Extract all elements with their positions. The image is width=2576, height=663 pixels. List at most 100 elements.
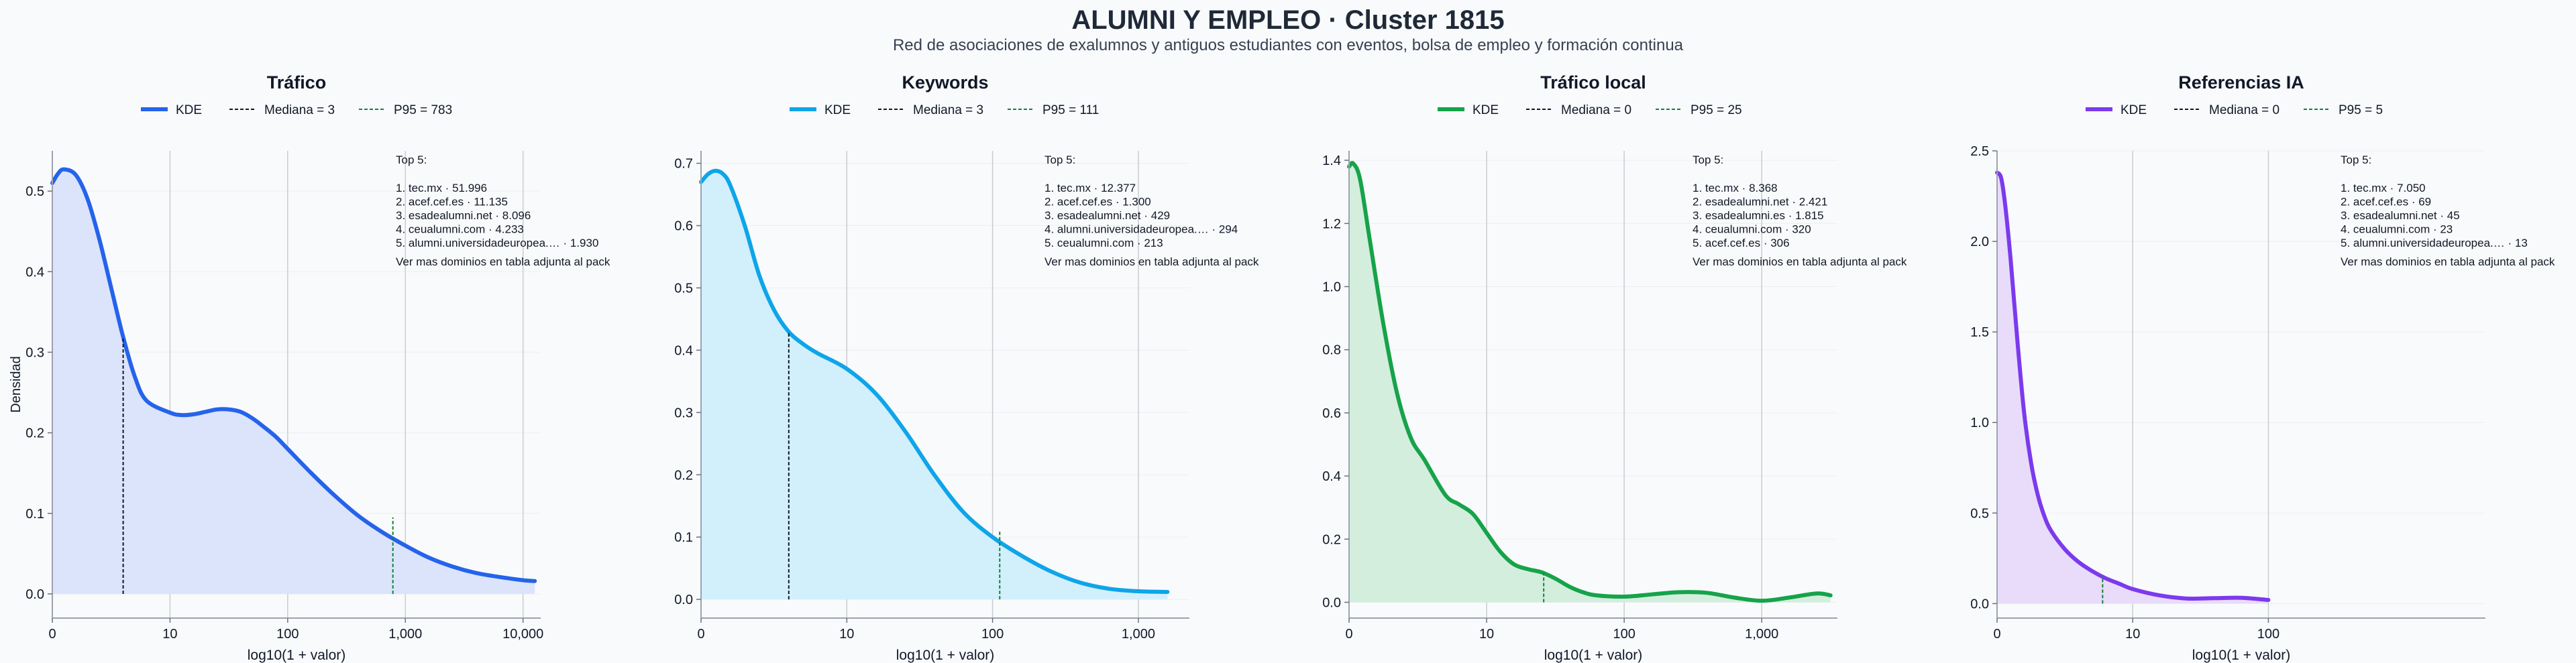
top5-header: Top 5: — [396, 154, 427, 166]
x-tick-label: 10 — [162, 627, 177, 642]
y-tick-label: 0.0 — [1970, 597, 1989, 611]
x-tick-label: 100 — [981, 627, 1004, 642]
y-tick-label: 2.5 — [1970, 144, 1989, 159]
top5-item: 1. tec.mx · 8.368 — [1693, 182, 1778, 194]
legend-kde-label: KDE — [824, 103, 851, 117]
top5-item: 3. esadealumni.net · 429 — [1044, 209, 1170, 222]
chart-panel-1: 0.0 0.1 0.2 0.3 0.4 0.5 0 10 100 1,000 10,000 log10… — [25, 72, 610, 663]
x-axis-label: log10(1 + valor) — [1544, 648, 1643, 663]
y-tick-label: 0.6 — [674, 219, 693, 234]
top5-item: 4. alumni.universidadeuropea.… · 294 — [1044, 223, 1238, 236]
legend: KDE Mediana = 3 P95 = 111 — [790, 103, 1099, 117]
y-tick-label: 0.2 — [674, 468, 693, 483]
y-tick-label: 0.1 — [25, 507, 44, 522]
kde-line — [1347, 161, 1833, 603]
y-tick-label: 1.4 — [1322, 154, 1341, 168]
legend: KDE Mediana = 0 P95 = 25 — [1438, 103, 1742, 117]
top5-footer: Ver mas dominios en tabla adjunta al pac… — [1693, 255, 1907, 268]
legend-p95-label: P95 = 5 — [2339, 103, 2383, 117]
chart-title: Keywords — [902, 72, 988, 93]
kde-line — [50, 167, 537, 583]
legend-p95-label: P95 = 111 — [1042, 103, 1099, 117]
y-tick-label: 0.6 — [1322, 406, 1341, 421]
top5-item: 4. ceualumni.com · 23 — [2341, 223, 2453, 236]
top5-annotation: Top 5: 1. tec.mx · 12.377 2. acef.cef.es ·… — [1044, 154, 1259, 268]
y-tick-label: 1.5 — [1970, 325, 1989, 340]
kde-area — [1997, 172, 2269, 604]
page-subtitle: Red de asociaciones de ex⁠alumnos y anti… — [892, 36, 1684, 54]
legend-kde-label: KDE — [176, 103, 202, 117]
plot-area — [1997, 151, 2485, 618]
top5-annotation: Top 5: 1. tec.mx · 8.368 2. esadealumni.ne… — [1693, 154, 1907, 268]
top5-annotation: Top 5: 1. tec.mx · 51.996 2. acef.cef.es ·… — [396, 154, 610, 268]
top5-item: 5. alumni.universidadeuropea.… · 1.930 — [396, 237, 598, 249]
legend-median-label: Mediana = 3 — [264, 103, 335, 117]
top5-item: 5. alumni.universidadeuropea.… · 13 — [2341, 237, 2528, 249]
x-tick-label: 100 — [1613, 627, 1635, 642]
y-tick-label: 0.0 — [674, 593, 693, 607]
x-tick-label: 100 — [276, 627, 299, 642]
y-tick-label: 0.2 — [1322, 532, 1341, 547]
y-tick-label: 0.3 — [25, 345, 44, 360]
y-tick-label: 1.2 — [1322, 217, 1341, 231]
top5-item: 2. acef.cef.es · 11.135 — [396, 196, 508, 208]
x-tick-label: 1,000 — [1745, 627, 1778, 642]
page-title: ALUMNI Y EMPLEO · Cluster 1815 — [1071, 5, 1505, 35]
legend-kde-label: KDE — [1472, 103, 1499, 117]
x-axis-label: log10(1 + valor) — [248, 648, 346, 663]
top5-item: 5. ceualumni.com · 213 — [1044, 237, 1163, 249]
x-tick-label: 0 — [1993, 627, 2000, 642]
kde-line — [1995, 170, 2271, 602]
kde-area — [701, 170, 1168, 600]
x-tick-label: 10 — [2125, 627, 2140, 642]
y-tick-label: 0.0 — [1322, 595, 1341, 610]
top5-item: 1. tec.mx · 7.050 — [2341, 182, 2426, 194]
x-tick-label: 1,000 — [388, 627, 422, 642]
y-tick-label: 0.5 — [674, 281, 693, 296]
top5-item: 3. esadealumni.es · 1.815 — [1693, 209, 1824, 222]
y-tick-label: 0.2 — [25, 426, 44, 441]
top5-item: 2. acef.cef.es · 69 — [2341, 196, 2431, 208]
top5-item: 5. acef.cef.es · 306 — [1693, 237, 1790, 249]
chart-panel-2: 0.0 0.1 0.2 0.3 0.4 0.5 0.6 0.7 0 10 100 1,000 log10… — [674, 72, 1259, 663]
x-tick-label: 10 — [1479, 627, 1494, 642]
top5-item: 4. ceualumni.com · 4.233 — [396, 223, 524, 236]
legend: KDE Mediana = 3 P95 = 783 — [141, 103, 452, 117]
x-tick-label: 10 — [839, 627, 854, 642]
y-tick-label: 0.4 — [674, 343, 693, 358]
y-tick-label: 0.7 — [674, 157, 693, 172]
y-tick-label: 0.4 — [1322, 469, 1341, 484]
top5-footer: Ver mas dominios en tabla adjunta al pac… — [396, 255, 610, 268]
top5-item: 3. esadealumni.net · 45 — [2341, 209, 2460, 222]
y-tick-label: 1.0 — [1322, 280, 1341, 295]
x-tick-label: 0 — [1345, 627, 1352, 642]
chart-panel-4: 0.0 0.5 1.0 1.5 2.0 2.5 0 10 100 log10(1 + valor)… — [1970, 72, 2555, 663]
chart-panel-3: 0.0 0.2 0.4 0.6 0.8 1.0 1.2 1.4 0 10 100 1,000 log10… — [1322, 72, 1907, 663]
legend-kde-label: KDE — [2121, 103, 2147, 117]
y-tick-label: 0.1 — [674, 530, 693, 545]
legend: KDE Mediana = 0 P95 = 5 — [2086, 103, 2383, 117]
top5-item: 2. acef.cef.es · 1.300 — [1044, 196, 1151, 208]
x-tick-label: 1,000 — [1122, 627, 1155, 642]
x-tick-label: 10,000 — [502, 627, 543, 642]
top5-item: 3. esadealumni.net · 8.096 — [396, 209, 531, 222]
top5-item: 1. tec.mx · 51.996 — [396, 182, 487, 194]
chart-title: Referencias IA — [2178, 72, 2304, 93]
y-tick-label: 2.0 — [1970, 235, 1989, 249]
top5-footer: Ver mas dominios en tabla adjunta al pac… — [1044, 255, 1259, 268]
top5-footer: Ver mas dominios en tabla adjunta al pac… — [2341, 255, 2555, 268]
legend-p95-label: P95 = 25 — [1690, 103, 1742, 117]
top5-annotation: Top 5: 1. tec.mx · 7.050 2. acef.cef.es · … — [2341, 154, 2555, 268]
legend-median-label: Mediana = 0 — [1561, 103, 1631, 117]
top5-item: 2. esadealumni.net · 2.421 — [1693, 196, 1827, 208]
kde-area — [52, 169, 535, 594]
legend-p95-label: P95 = 783 — [394, 103, 452, 117]
y-tick-label: 0.0 — [25, 587, 44, 602]
y-tick-label: 0.3 — [674, 406, 693, 420]
x-axis-label: log10(1 + valor) — [896, 648, 995, 663]
x-tick-label: 100 — [2257, 627, 2279, 642]
y-tick-label: 0.5 — [25, 184, 44, 199]
top5-header: Top 5: — [1044, 154, 1075, 166]
y-tick-label: 0.4 — [25, 265, 44, 280]
